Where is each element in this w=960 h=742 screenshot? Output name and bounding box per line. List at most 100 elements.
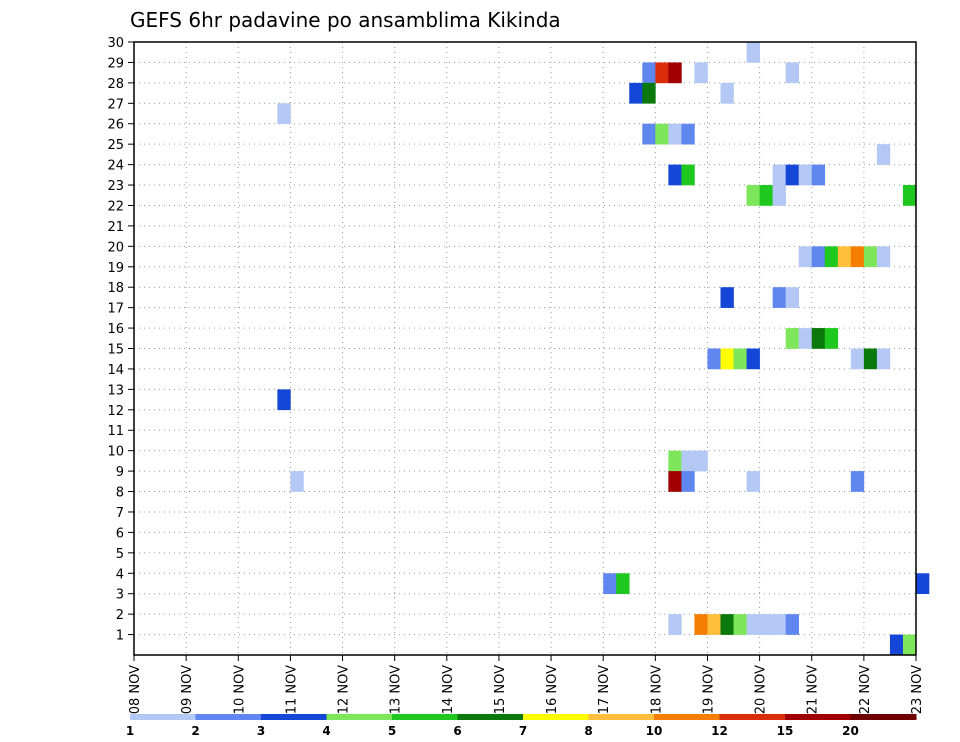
y-tick-label: 11 <box>107 424 124 439</box>
precip-cell <box>746 348 760 370</box>
precip-cell <box>772 185 786 206</box>
color-scale-label: 7 <box>519 724 527 738</box>
precip-cell <box>876 348 891 370</box>
precip-cell <box>916 573 930 594</box>
y-tick-label: 26 <box>107 118 124 133</box>
precip-cell <box>642 62 656 84</box>
color-scale-segment <box>261 714 327 720</box>
precip-cell <box>694 450 708 472</box>
x-tick-label: 19 NOV <box>701 665 716 714</box>
precip-cell <box>655 123 669 145</box>
x-tick-label: 23 NOV <box>910 665 925 714</box>
y-tick-label: 5 <box>116 547 124 562</box>
precip-cell <box>863 348 878 370</box>
y-tick-label: 27 <box>107 97 124 112</box>
x-tick-label: 14 NOV <box>441 665 456 714</box>
y-tick-label: 23 <box>107 179 124 194</box>
color-scale-label: 2 <box>191 724 199 738</box>
color-scale-segment <box>785 714 851 720</box>
precip-cell <box>668 123 682 145</box>
y-tick-label: 13 <box>107 383 124 398</box>
precip-cell <box>668 164 682 186</box>
y-tick-label: 18 <box>107 281 124 296</box>
color-scale-bar: 1 2 3 4 5 6 7 8 10 12 15 20 <box>126 714 917 738</box>
color-scale-label: 12 <box>711 724 728 738</box>
y-tick-label: 12 <box>107 404 124 419</box>
color-scale-segment <box>392 714 458 720</box>
precip-cell <box>720 348 734 370</box>
precip-cell <box>720 287 734 308</box>
color-scale-label: 10 <box>646 724 663 738</box>
y-tick-label: 30 <box>107 36 124 51</box>
precip-cell <box>798 164 813 186</box>
color-scale-segment <box>719 714 786 720</box>
x-tick-label: 12 NOV <box>337 665 352 714</box>
precip-cell <box>759 614 773 635</box>
y-tick-label: 16 <box>107 322 124 337</box>
color-scale-segment <box>850 714 917 720</box>
color-scale-segment <box>195 714 262 720</box>
precip-cell <box>837 246 852 268</box>
color-scale-label: 15 <box>777 724 794 738</box>
y-tick-label: 14 <box>107 363 124 378</box>
color-scale-label: 6 <box>453 724 461 738</box>
precip-cell <box>902 634 917 656</box>
precip-cell <box>902 185 917 206</box>
grid-lines <box>134 41 916 655</box>
x-tick-label: 09 NOV <box>180 665 195 714</box>
y-tick-label: 15 <box>107 343 124 358</box>
precip-cell <box>733 614 747 635</box>
precip-cell <box>616 573 630 594</box>
precip-cell <box>642 123 656 145</box>
precip-cell <box>681 450 695 472</box>
y-tick-label: 8 <box>116 486 124 501</box>
precip-cell <box>863 246 878 268</box>
precip-cell <box>798 328 813 349</box>
precip-cell <box>798 246 813 268</box>
precip-cell <box>668 62 682 84</box>
y-tick-label: 7 <box>116 506 124 521</box>
precip-cell <box>811 328 826 349</box>
precip-cell <box>707 348 721 370</box>
x-tick-label: 20 NOV <box>754 665 769 714</box>
precip-cell <box>785 614 799 635</box>
precip-cell <box>889 634 904 656</box>
y-tick-label: 10 <box>107 445 124 460</box>
color-scale-label: 20 <box>842 724 859 738</box>
x-tick-label: 13 NOV <box>389 665 404 714</box>
color-scale-label: 4 <box>322 724 330 738</box>
color-scale-segment <box>457 714 524 720</box>
precip-cell <box>759 185 773 206</box>
precip-cell <box>772 614 786 635</box>
precip-cell <box>277 389 291 411</box>
precip-cell <box>629 82 643 104</box>
precip-cell <box>681 471 695 492</box>
precip-cells <box>277 42 930 656</box>
precip-cell <box>642 82 656 104</box>
x-tick-label: 22 NOV <box>858 665 873 714</box>
x-tick-label: 17 NOV <box>597 665 612 714</box>
precip-cell <box>850 348 865 370</box>
x-tick-label: 08 NOV <box>128 665 143 714</box>
y-tick-label: 19 <box>107 261 124 276</box>
precip-cell <box>811 164 826 186</box>
color-scale-segment <box>130 714 196 720</box>
color-scale-segment <box>523 714 589 720</box>
x-tick-label: 11 NOV <box>284 665 299 714</box>
precip-cell <box>655 62 669 84</box>
precip-cell <box>681 164 695 186</box>
precip-cell <box>277 103 291 125</box>
precip-cell <box>772 287 786 308</box>
y-tick-label: 29 <box>107 56 124 71</box>
precip-cell <box>785 328 799 349</box>
precip-cell <box>681 123 695 145</box>
y-tick-label: 22 <box>107 199 124 214</box>
y-tick-label: 4 <box>116 567 124 582</box>
x-tick-label: 10 NOV <box>232 665 247 714</box>
y-tick-label: 3 <box>116 588 124 603</box>
y-tick-label: 17 <box>107 302 124 317</box>
y-tick-label: 1 <box>116 629 124 644</box>
precip-cell <box>746 42 760 63</box>
y-tick-label: 20 <box>107 240 124 255</box>
precip-cell <box>850 471 865 492</box>
